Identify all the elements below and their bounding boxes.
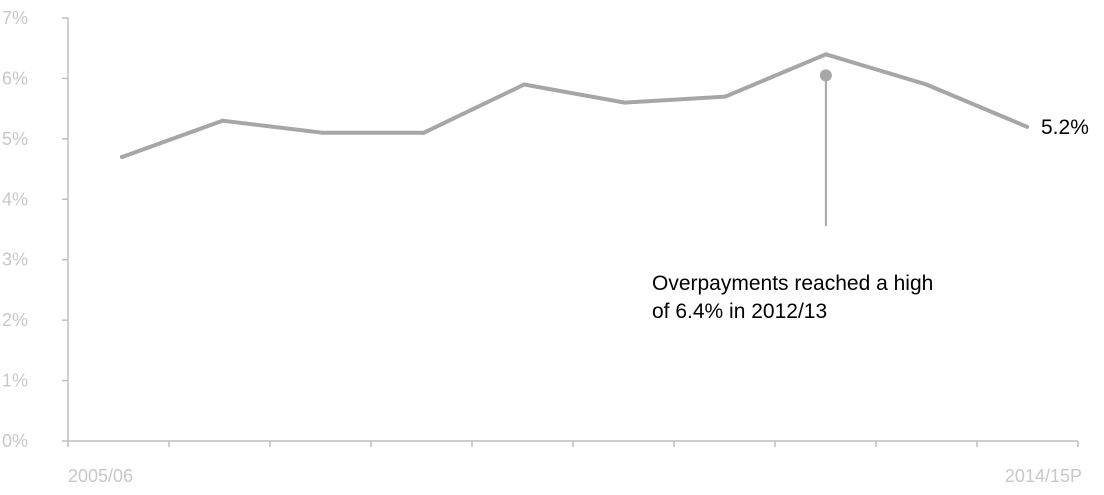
annotation-text: Overpayments reached a high xyxy=(652,272,933,295)
y-tick-label: 3% xyxy=(2,250,28,270)
y-tick-label: 1% xyxy=(2,371,28,391)
annotation-group: Overpayments reached a high of 6.4% in 20… xyxy=(652,69,933,323)
x-tick-label: 2014/15P xyxy=(1005,466,1082,486)
y-tick-label: 2% xyxy=(2,310,28,330)
end-value-label: 5.2% xyxy=(1041,116,1089,139)
data-point xyxy=(522,82,527,87)
y-tick-label: 5% xyxy=(2,129,28,149)
data-point xyxy=(924,82,929,87)
data-point xyxy=(321,130,326,135)
data-point xyxy=(1025,124,1029,129)
y-tick-label: 4% xyxy=(2,189,28,209)
data-point xyxy=(622,100,627,105)
annotation-text: of 6.4% in 2012/13 xyxy=(652,300,827,323)
y-tick-label: 7% xyxy=(2,8,28,28)
data-point xyxy=(120,154,124,159)
y-axis: 0% 1% 2% 3% 4% 5% 6% 7% xyxy=(2,8,69,451)
annotation-marker xyxy=(819,69,832,82)
x-tick-label: 2005/06 xyxy=(68,466,133,486)
y-tick-label: 6% xyxy=(2,68,28,88)
series-group: 5.2% xyxy=(120,52,1089,159)
y-tick-label: 0% xyxy=(2,431,28,451)
data-point xyxy=(421,130,426,135)
series-line xyxy=(120,52,1029,159)
data-point xyxy=(723,94,728,99)
data-point xyxy=(220,118,225,123)
x-axis: 2005/06 2014/15P xyxy=(67,440,1082,486)
data-point xyxy=(823,52,828,57)
